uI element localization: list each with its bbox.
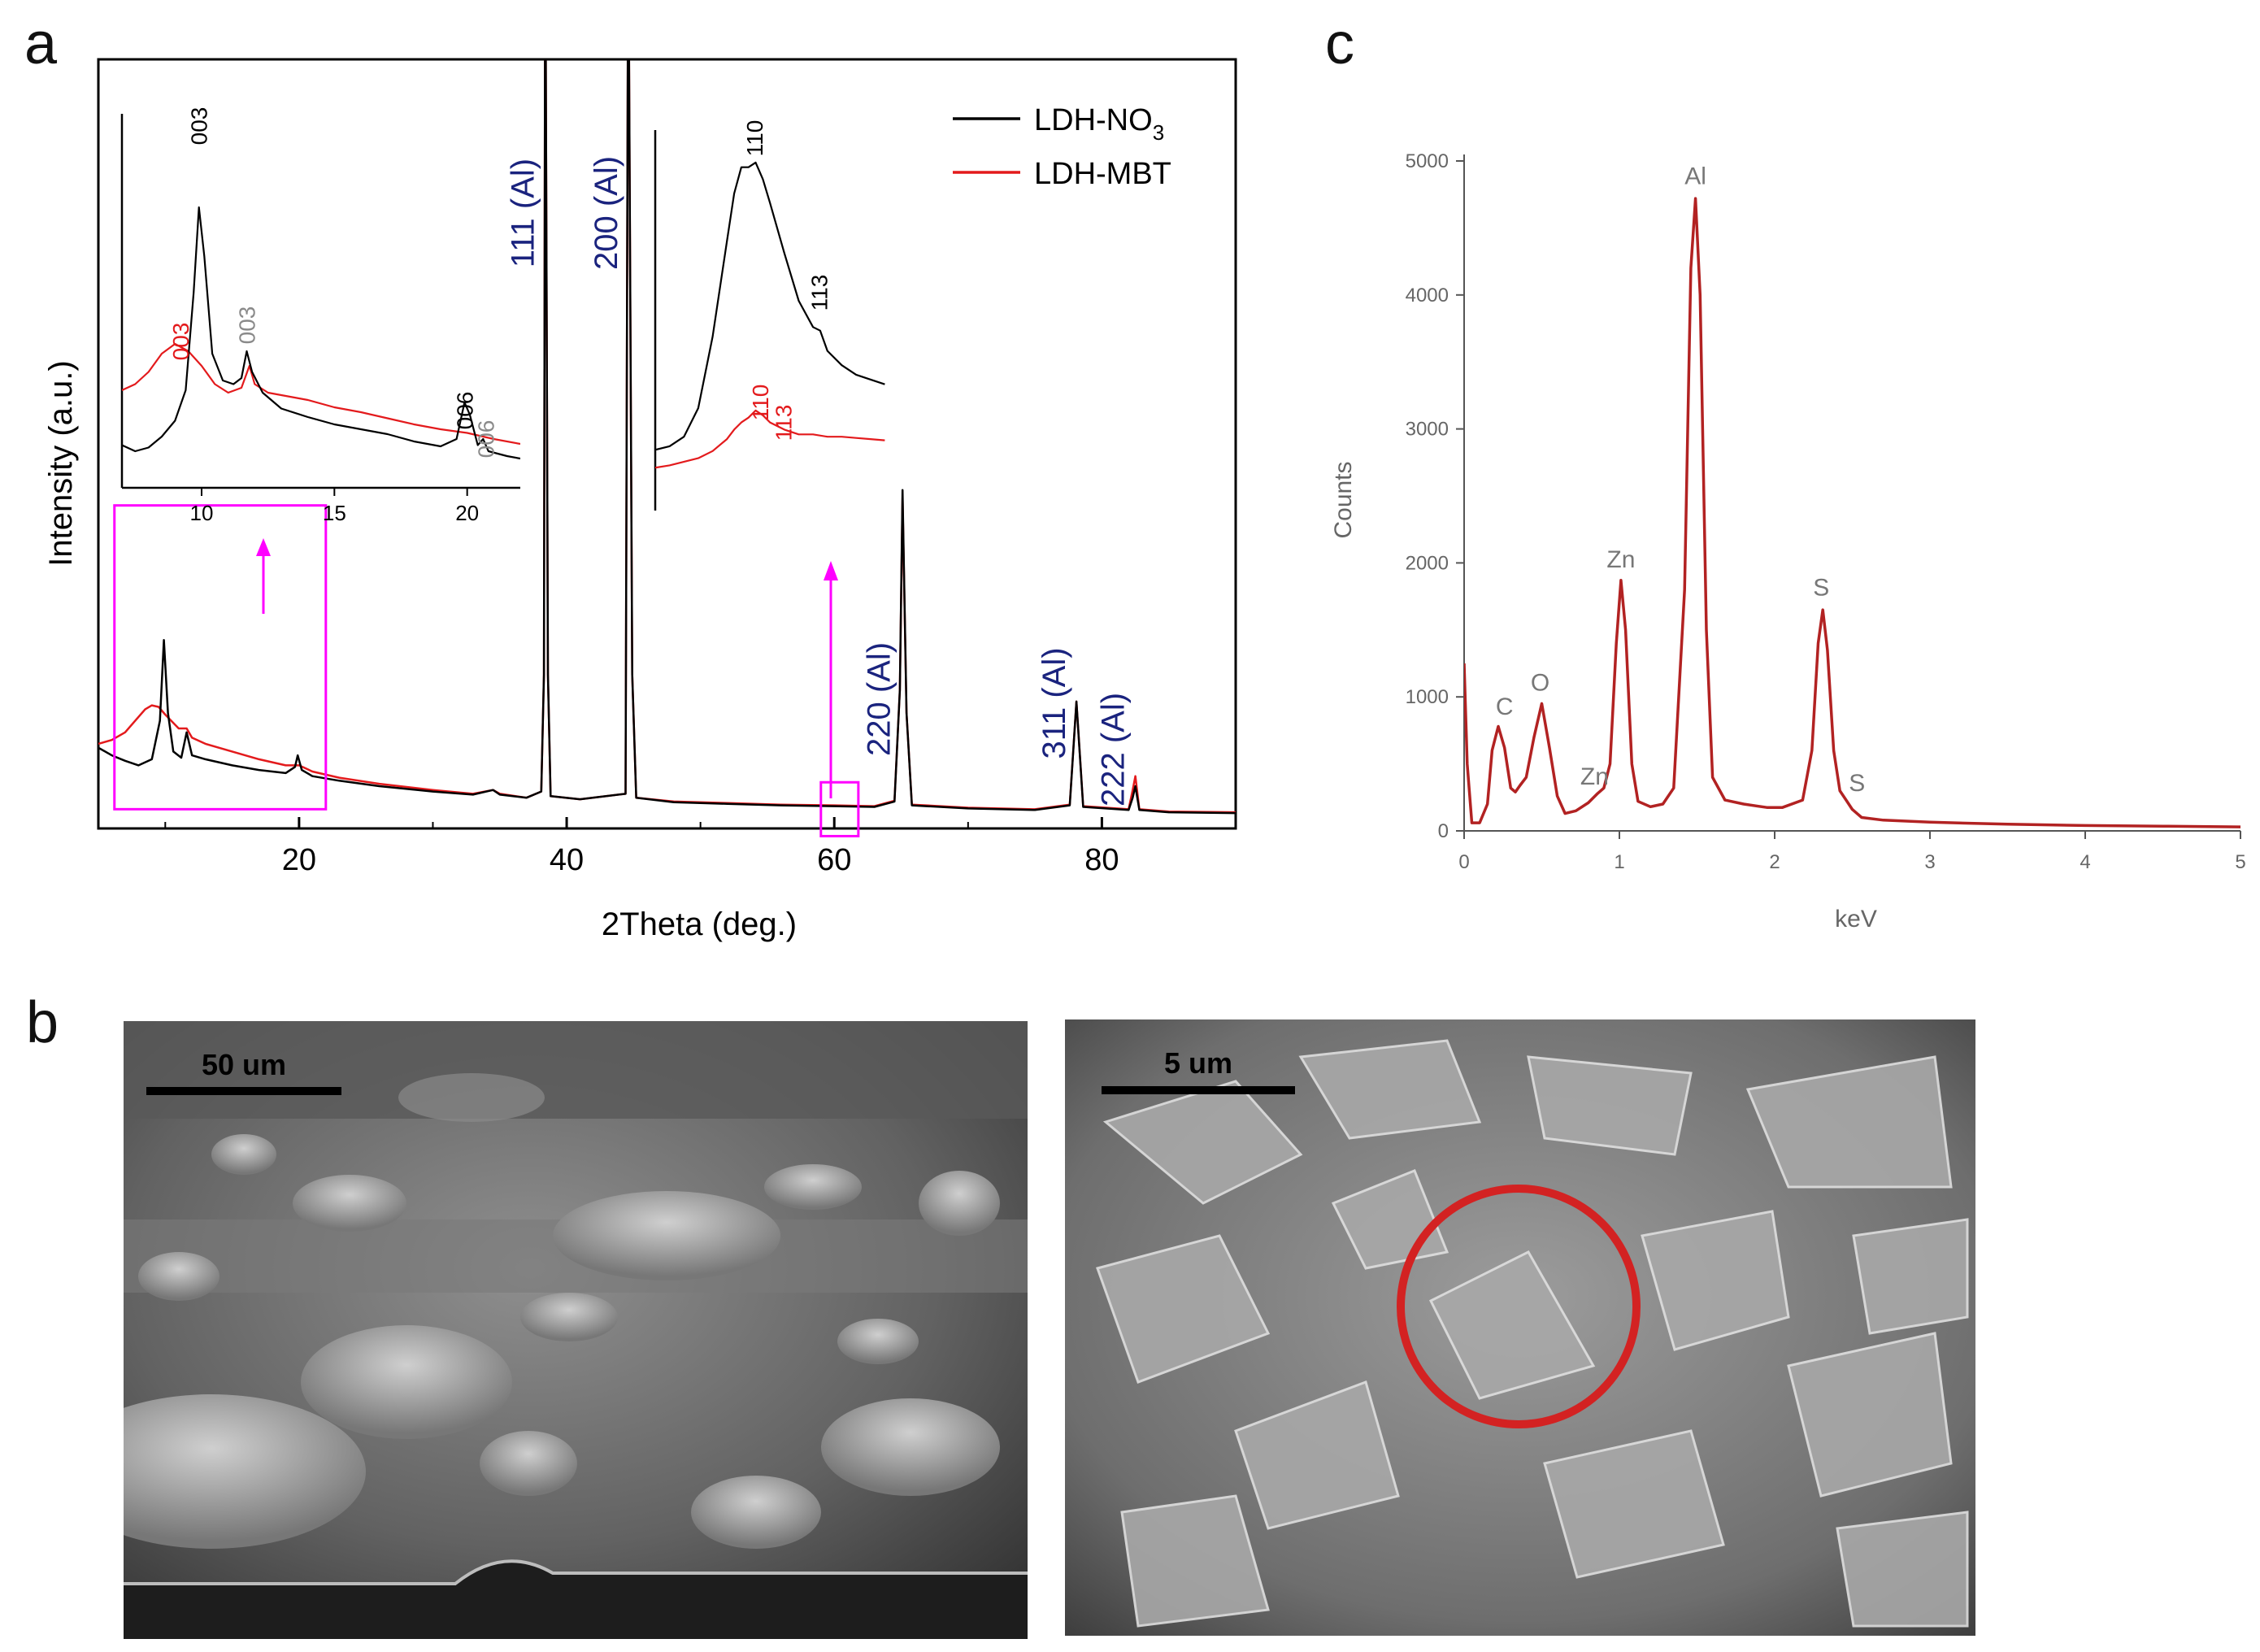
inset-low-annotation: 003: [187, 107, 212, 146]
scale-bar-5um: [1102, 1086, 1295, 1094]
eds-y-tick-label: 3000: [1406, 419, 1449, 441]
eds-x-tick-label: 5: [2235, 851, 2245, 873]
eds-peak-label: Al: [1684, 163, 1706, 190]
eds-x-tick-label: 3: [1924, 851, 1935, 873]
xrd-peak-label: 311 (Al): [1037, 647, 1072, 759]
eds-series-eds-spectrum: [1464, 197, 2241, 828]
highlight-box-low-angle-region: [113, 504, 328, 811]
xrd-x-tick-label: 80: [1084, 843, 1119, 877]
inset-low-series-ldh-no3: [122, 206, 520, 460]
eds-y-tick-label: 1000: [1406, 686, 1449, 708]
inset-low-tick-label: 10: [190, 501, 214, 525]
xrd-y-axis-label: Intensity (a.u.): [43, 360, 79, 566]
inset-low-tick-label: 15: [323, 501, 346, 525]
sem-image-right: 5 um: [1065, 1019, 1975, 1636]
sem-left-texture: [124, 1021, 1028, 1639]
eds-x-tick-label: 0: [1458, 851, 1469, 873]
inset-high-series-ldh-mbt: [655, 409, 885, 469]
inset-low-tick-label: 20: [455, 501, 479, 525]
eds-peak-label: Zn: [1606, 546, 1635, 573]
eds-y-tick-label: 4000: [1406, 285, 1449, 306]
inset-low-annotation: 006: [474, 420, 499, 459]
eds-y-tick-label: 0: [1438, 820, 1449, 842]
eds-x-axis-label: keV: [1835, 906, 1877, 933]
xrd-legend: LDH-NO3 LDH-MBT: [953, 103, 1171, 191]
inset-high-annotation: 113: [806, 275, 832, 311]
inset-high-series-ldh-no3: [655, 161, 885, 451]
xrd-x-axis-label: 2Theta (deg.): [602, 906, 797, 942]
eds-peak-label: Zn: [1580, 763, 1609, 790]
sem-image-left: 50 um: [124, 1021, 1028, 1639]
xrd-peak-label: 222 (Al): [1096, 693, 1132, 806]
legend-label-ldh-no3: LDH-NO3: [1034, 103, 1164, 145]
inset-low-annotation: 003: [235, 306, 260, 345]
xrd-series-ldh-no3: [98, 59, 1236, 815]
eds-peak-label: C: [1496, 693, 1514, 720]
scale-label-5um: 5 um: [1164, 1046, 1232, 1080]
eds-peak-label: S: [1849, 770, 1865, 797]
inset-high-annotation: 113: [771, 405, 796, 441]
xrd-peak-label: 200 (Al): [589, 156, 624, 270]
highlight-arrows: [256, 538, 838, 798]
xrd-plot-frame: [97, 58, 1237, 830]
inset-low-annotation: 006: [452, 392, 477, 430]
inset-low-annotation: 003: [168, 323, 193, 361]
legend-label-ldh-mbt: LDH-MBT: [1034, 157, 1171, 191]
eds-peak-label: O: [1531, 670, 1549, 697]
panel-label-c: c: [1325, 11, 1354, 76]
xrd-x-tick-label: 40: [550, 843, 584, 877]
eds-peak-label: S: [1813, 575, 1829, 602]
arrow-near-60-head: [824, 561, 838, 580]
eds-chart: 0 1 2 3 4 5 0 1000 2000 3000 4000 5000 CO Zn Zn Al S S k…: [1330, 150, 2246, 933]
eds-y-axis-label: Counts: [1330, 461, 1357, 538]
scale-bar-50um: [146, 1087, 341, 1095]
xrd-peak-label: 111 (Al): [506, 159, 541, 267]
arrow-low-angle-head: [256, 538, 271, 556]
panel-label-a: a: [24, 11, 58, 76]
sem-right-texture: [1096, 1039, 1969, 1628]
eds-x-tick-label: 1: [1614, 851, 1624, 873]
eds-x-tick-label: 4: [2080, 851, 2090, 873]
xrd-peak-label: 220 (Al): [862, 642, 897, 756]
panel-label-b: b: [26, 990, 59, 1055]
highlight-box-region-near-60: [819, 780, 860, 837]
eds-y-tick-label: 2000: [1406, 552, 1449, 574]
inset-high-annotation: 110: [742, 120, 767, 157]
eds-x-tick-label: 2: [1769, 851, 1780, 873]
highlight-circle: [1397, 1185, 1641, 1428]
eds-y-tick-label: 5000: [1406, 150, 1449, 172]
scale-label-50um: 50 um: [202, 1048, 286, 1081]
xrd-x-tick-label: 20: [282, 843, 316, 877]
inset-high-annotation: 110: [748, 385, 773, 421]
inset-low-series-ldh-mbt: [122, 342, 520, 446]
xrd-chart: 20 40 60 80 111 (Al) 200 (Al) 220 (Al) 311 (Al…: [43, 58, 1237, 942]
xrd-x-tick-label: 60: [817, 843, 851, 877]
